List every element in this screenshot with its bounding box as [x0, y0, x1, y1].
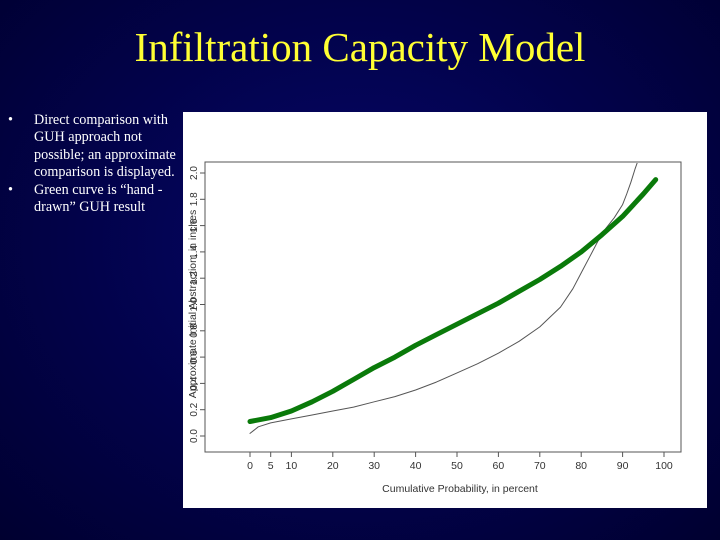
- bullet-marker: •: [8, 181, 13, 198]
- x-tick-label: 60: [493, 460, 505, 472]
- chart-panel: 0 5 10 20 30 40 50 60 70 80 90 100 0.0 0.2 0.4 0.6 0.8 1…: [183, 112, 707, 508]
- y-axis: 0.0 0.2 0.4 0.6 0.8 1.0 1.2 1.4 1.6 1.8 2.0: [189, 166, 205, 443]
- x-tick-label: 80: [575, 460, 587, 472]
- y-tick-label: 0.0: [189, 429, 200, 443]
- bullet-item: • Green curve is “hand -drawn” GUH resul…: [8, 182, 180, 217]
- x-tick-label: 0: [247, 460, 253, 472]
- x-tick-label: 20: [327, 460, 339, 472]
- y-tick-label: 0.8: [189, 323, 200, 337]
- x-tick-label: 70: [534, 460, 546, 472]
- x-tick-label: 40: [410, 460, 422, 472]
- y-tick-label: 2.0: [189, 166, 200, 180]
- y-tick-label: 1.0: [189, 297, 200, 311]
- slide-title: Infiltration Capacity Model: [134, 24, 586, 70]
- y-tick-label: 1.6: [189, 218, 200, 232]
- y-tick-label: 0.6: [189, 350, 200, 364]
- bullet-marker: •: [8, 112, 13, 128]
- y-tick-label: 1.8: [189, 192, 200, 206]
- x-tick-label: 5: [268, 460, 274, 472]
- bullet-item: • Direct comparison with GUH approach no…: [8, 112, 180, 182]
- plot-frame: [204, 161, 682, 453]
- bullet-text: Green curve is “hand -drawn” GUH result: [34, 181, 163, 216]
- x-axis-label: Cumulative Probability, in percent: [382, 483, 538, 495]
- x-tick-label: 50: [451, 460, 463, 472]
- series-layer: [247, 163, 659, 434]
- chart-svg: 0 5 10 20 30 40 50 60 70 80 90 100 0.0 0.2 0.4 0.6 0.8 1…: [187, 161, 682, 495]
- x-tick-label: 100: [655, 460, 673, 472]
- y-axis-label: Approximate Initial Abstraction, in inch…: [187, 210, 199, 399]
- x-tick-label: 10: [286, 460, 298, 472]
- y-tick-label: 0.2: [189, 402, 200, 416]
- y-tick-label: 0.4: [189, 376, 200, 390]
- x-tick-label: 30: [368, 460, 380, 472]
- x-tick-label: 90: [617, 460, 629, 472]
- y-tick-label: 1.4: [189, 245, 200, 259]
- bullet-list: • Direct comparison with GUH approach no…: [8, 112, 180, 216]
- bullet-text: Direct comparison with GUH approach not …: [34, 112, 176, 181]
- x-axis: 0 5 10 20 30 40 50 60 70 80 90 100: [247, 452, 673, 472]
- green-guh-curve: [247, 177, 659, 424]
- model-curve: [249, 163, 638, 434]
- y-tick-label: 1.2: [189, 271, 200, 285]
